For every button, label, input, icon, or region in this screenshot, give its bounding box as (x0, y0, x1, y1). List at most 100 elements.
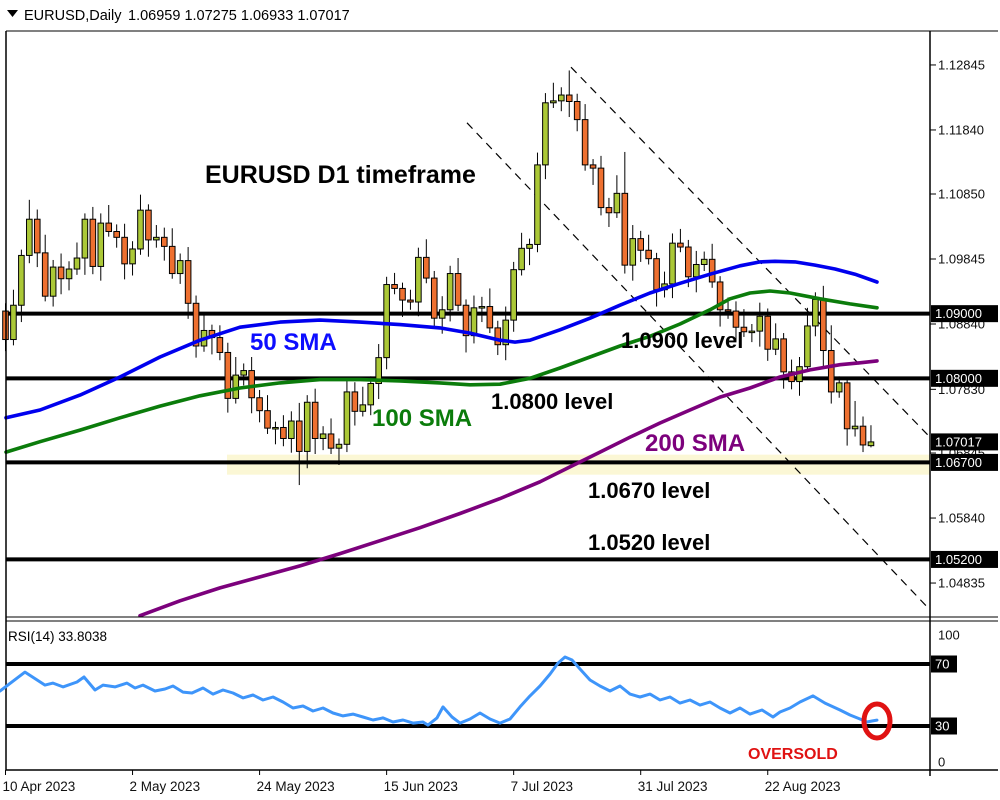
candle (430, 277, 438, 319)
candle (526, 243, 533, 249)
candle (176, 260, 184, 275)
candle (510, 269, 517, 321)
price-axis-label-highlighted: 1.09000 (935, 306, 982, 321)
candle (97, 222, 105, 267)
candle (835, 382, 843, 393)
candle (407, 299, 414, 303)
candle (470, 307, 478, 337)
candle (311, 401, 319, 439)
date-label: 31 Jul 2023 (638, 779, 708, 794)
sma100-line (4, 289, 879, 454)
chart-annotation: 50 SMA (250, 329, 337, 356)
candle (438, 309, 446, 319)
candle (295, 420, 303, 452)
candle (161, 236, 168, 247)
sma50-line (4, 259, 879, 420)
price-axis-label: 1.04835 (938, 576, 985, 591)
candle (804, 325, 811, 368)
candle (343, 391, 351, 445)
symbol-dropdown-icon[interactable] (7, 10, 18, 17)
candle (26, 218, 33, 256)
candle (605, 207, 613, 214)
rsi-chart-area[interactable] (6, 621, 930, 770)
candle (478, 306, 486, 309)
candle (867, 441, 875, 447)
price-axis-label-highlighted: 1.07017 (935, 434, 982, 449)
candle (168, 245, 176, 275)
candle (57, 266, 65, 280)
price-axis-label: 1.10850 (938, 186, 985, 201)
candle (65, 268, 73, 280)
candle (415, 256, 422, 303)
date-label: 15 Jun 2023 (384, 779, 458, 794)
candle (18, 254, 25, 306)
candle (502, 319, 510, 346)
chart-annotation: 1.0670 level (588, 478, 710, 503)
candle (359, 404, 367, 412)
price-axis-label: 1.09845 (938, 251, 985, 266)
candle (843, 382, 851, 430)
candle (494, 327, 502, 346)
candle (708, 258, 716, 283)
candle (645, 249, 652, 260)
candle (812, 298, 819, 327)
chart-annotation: 100 SMA (372, 405, 472, 432)
candle (319, 433, 327, 439)
candle (692, 263, 700, 278)
candle (653, 258, 660, 291)
rsi-axis-label-highlighted: 70 (935, 657, 949, 672)
date-label: 22 Aug 2023 (765, 779, 841, 794)
candle (780, 338, 787, 373)
candle (121, 236, 128, 265)
candle (732, 310, 740, 328)
candle (637, 238, 645, 251)
date-label: 10 Apr 2023 (3, 779, 76, 794)
candle (216, 337, 224, 353)
candle (700, 258, 708, 265)
price-axis-label: 1.11840 (938, 122, 984, 137)
price-axis-label-highlighted: 1.05200 (935, 552, 982, 567)
candle (581, 119, 589, 166)
price-axis-label: 1.05840 (938, 511, 985, 526)
price-axis-label-highlight-bg (931, 453, 998, 471)
candle (145, 209, 152, 241)
candle (137, 209, 144, 250)
candle (224, 351, 232, 399)
candle (685, 246, 692, 278)
trendline (570, 66, 931, 438)
candle (391, 284, 398, 289)
candle (288, 420, 295, 439)
candle (462, 304, 470, 337)
candle (597, 167, 605, 209)
candle (764, 315, 772, 350)
oversold-annotation: OVERSOLD (748, 746, 838, 763)
candle (129, 248, 136, 265)
candle (49, 266, 57, 297)
rsi-axis-label-highlight-bg (931, 717, 957, 735)
candle (851, 425, 859, 430)
candle (518, 247, 525, 271)
chart-annotation: EURUSD D1 timeframe (205, 161, 476, 189)
candle (240, 370, 247, 376)
candle (351, 391, 359, 412)
price-axis-label: 1.12845 (938, 57, 985, 72)
chart-symbol-title: EURUSD,Daily (24, 8, 122, 24)
chart-annotation: 1.0520 level (588, 530, 710, 555)
sma200-line (138, 359, 879, 618)
candle (827, 350, 835, 393)
candle (446, 273, 454, 311)
candle (740, 326, 748, 333)
candle (153, 236, 160, 241)
candle (629, 238, 637, 266)
price-axis-label-highlighted: 1.08000 (935, 371, 982, 386)
rsi-line (0, 655, 879, 727)
candle (272, 426, 279, 430)
candle (550, 100, 557, 104)
rsi-axis-label-highlighted: 30 (935, 719, 949, 734)
rsi-axis-label: 100 (938, 628, 960, 643)
candle (33, 218, 41, 254)
candle (573, 101, 581, 121)
price-axis-label-highlight-bg (931, 550, 998, 568)
candle (383, 284, 390, 359)
